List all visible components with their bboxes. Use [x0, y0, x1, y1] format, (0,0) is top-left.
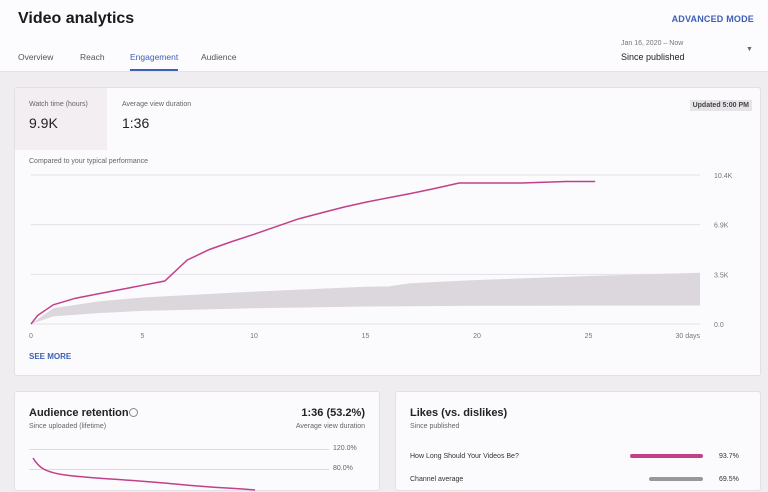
retention-subtitle: Since uploaded (lifetime)	[29, 423, 107, 430]
y-tick-label: 0.0	[714, 322, 724, 329]
tab-reach[interactable]: Reach	[80, 52, 105, 62]
likes-card: Likes (vs. dislikes) Since published How…	[395, 391, 761, 491]
gridline	[29, 469, 329, 470]
typical-performance-band	[31, 272, 700, 324]
x-tick-label: 25	[585, 333, 593, 340]
likes-title: Likes (vs. dislikes)	[410, 407, 508, 419]
watch-time-line	[30, 180, 596, 325]
date-range-text: Jan 16, 2020 – Now	[621, 40, 684, 47]
date-range-selected: Since published	[621, 52, 685, 62]
metric-label: Average view duration	[122, 101, 192, 108]
page-title: Video analytics	[18, 10, 135, 27]
clock-icon[interactable]	[129, 408, 138, 417]
x-tick-label: 30 days	[675, 333, 700, 340]
tick-label: 120.0%	[333, 445, 357, 452]
tab-overview[interactable]: Overview	[18, 52, 54, 62]
likes-row-label: Channel average	[410, 476, 464, 483]
likes-bar	[648, 477, 703, 481]
retention-value-label: Average view duration	[295, 423, 365, 430]
likes-subtitle: Since published	[410, 423, 460, 430]
likes-row-label: How Long Should Your Videos Be?	[410, 453, 519, 460]
retention-line	[32, 457, 256, 491]
likes-row-value: 69.5%	[719, 476, 739, 483]
x-tick-label: 10	[250, 333, 258, 340]
y-tick-label: 10.4K	[714, 173, 733, 180]
updated-badge: Updated 5:00 PM	[689, 100, 752, 111]
dropdown-caret-icon: ▼	[746, 46, 753, 53]
metric-label: Watch time (hours)	[29, 101, 88, 108]
advanced-mode-button[interactable]: ADVANCED MODE	[671, 14, 754, 24]
tab-audience[interactable]: Audience	[201, 52, 237, 62]
retention-title: Audience retention	[29, 407, 129, 419]
retention-card: Audience retention 1:36 (53.2%) Since up…	[14, 391, 380, 491]
metric-value: 1:36	[122, 115, 150, 131]
see-more-link[interactable]: SEE MORE	[29, 352, 72, 361]
gridline	[29, 449, 329, 450]
retention-chart	[32, 457, 256, 491]
tab-engagement[interactable]: Engagement	[130, 52, 179, 71]
summary-card: Watch time (hours) 9.9K Average view dur…	[14, 87, 761, 376]
metric-value: 9.9K	[29, 115, 58, 131]
header: Video analytics ADVANCED MODE Overview R…	[0, 0, 768, 72]
tick-label: 80.0%	[333, 465, 353, 472]
x-tick-label: 15	[362, 333, 370, 340]
x-tick-label: 0	[29, 333, 33, 340]
x-tick-label: 5	[141, 333, 145, 340]
x-tick-label: 20	[473, 333, 481, 340]
likes-row-value: 93.7%	[719, 453, 739, 460]
y-tick-label: 3.5K	[714, 272, 729, 279]
y-tick-label: 6.9K	[714, 223, 729, 230]
retention-value: 1:36 (53.2%)	[301, 407, 365, 419]
likes-bar	[630, 454, 703, 458]
metric-watch-time[interactable]: Watch time (hours) 9.9K	[15, 88, 107, 150]
compare-label: Compared to your typical performance	[29, 158, 149, 165]
